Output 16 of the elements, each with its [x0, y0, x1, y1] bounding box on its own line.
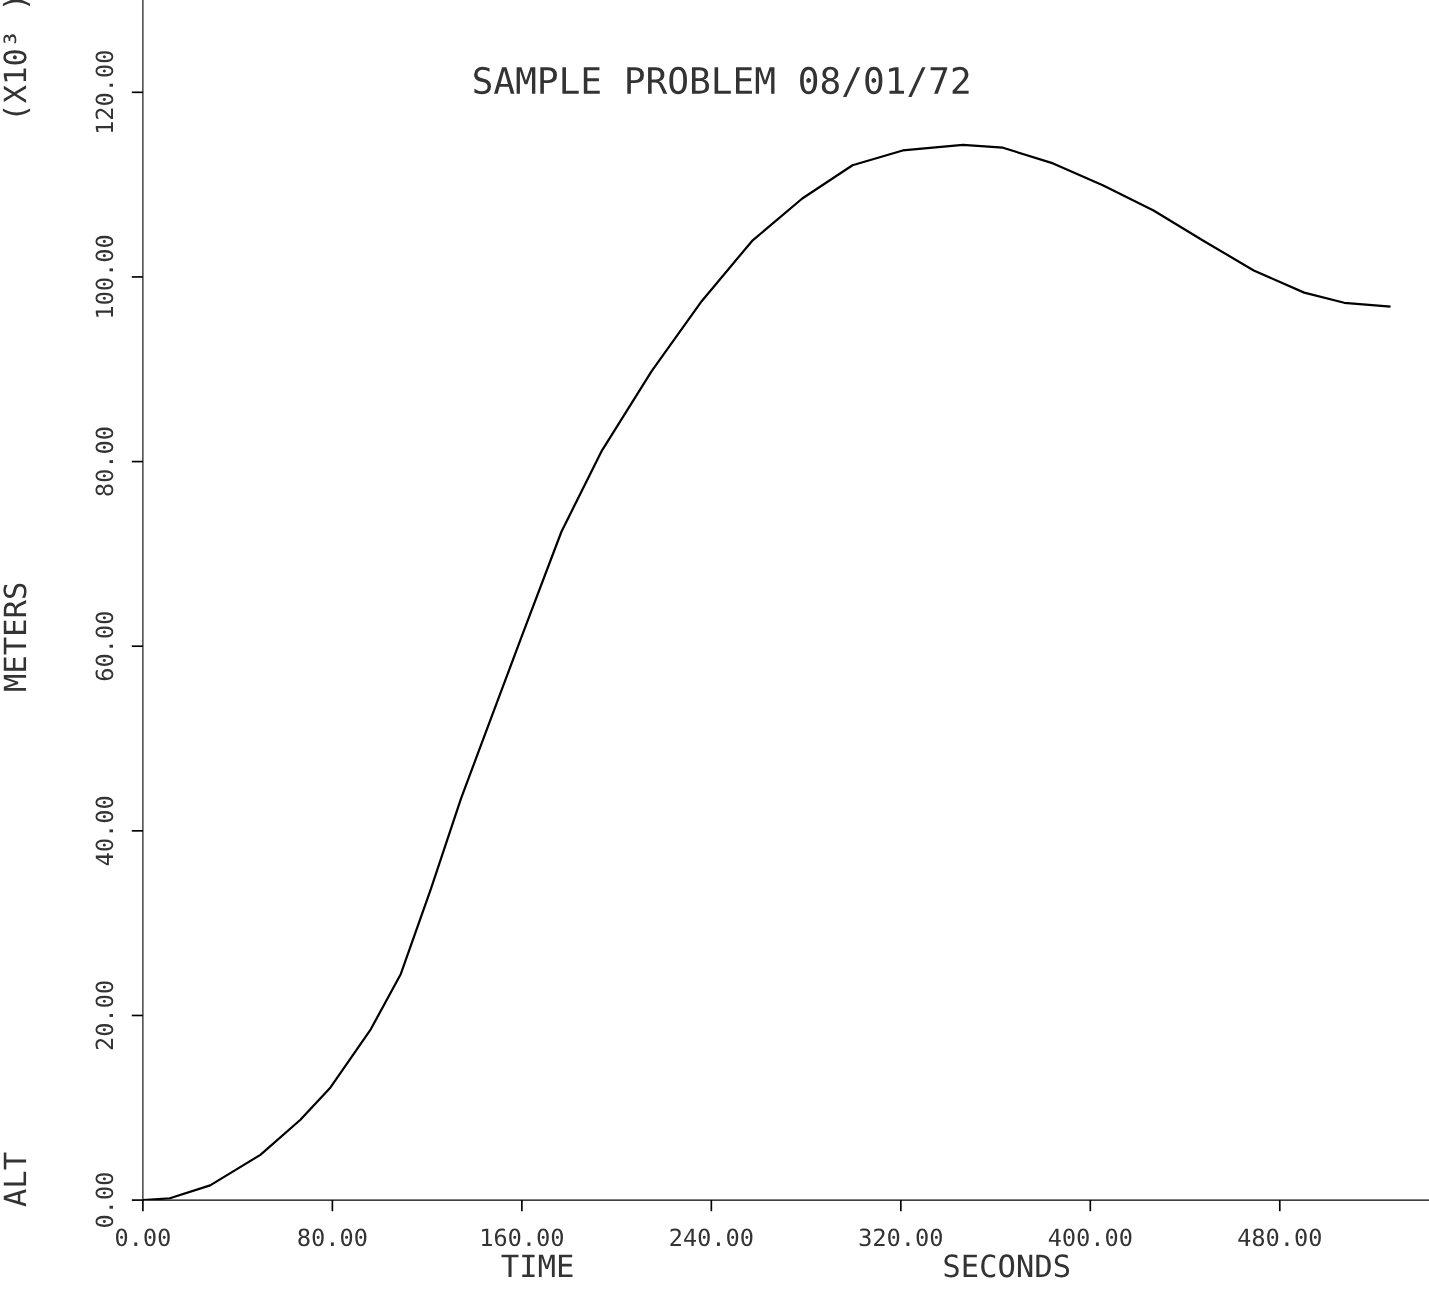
x-tick-label: 160.00: [482, 1228, 563, 1247]
y-tick-label: 20.00: [95, 981, 114, 1050]
x-tick-label: 80.00: [298, 1228, 367, 1247]
x-tick-label: 320.00: [859, 1228, 942, 1247]
text: SAMPLE PROBLEM 08/01/72: [474, 66, 969, 98]
y-tick-label: 100.00: [95, 235, 114, 317]
x-axis-title: TIME SECONDS: [501, 1254, 1070, 1278]
x-tick-label: 480.00: [1238, 1228, 1321, 1247]
y-axis-title: ALT METERS (X10³ ): [2, 0, 31, 1207]
y-tick-label: 120.00: [95, 51, 114, 133]
y-tick-label: 60.00: [95, 612, 114, 681]
x-tick-label: 0.00: [116, 1228, 170, 1247]
x-tick-label: 240.00: [670, 1228, 753, 1247]
y-tick-label: 80.00: [95, 427, 114, 496]
y-tick-label: 40.00: [95, 796, 114, 866]
x-tick-label: 400.00: [1048, 1228, 1132, 1247]
